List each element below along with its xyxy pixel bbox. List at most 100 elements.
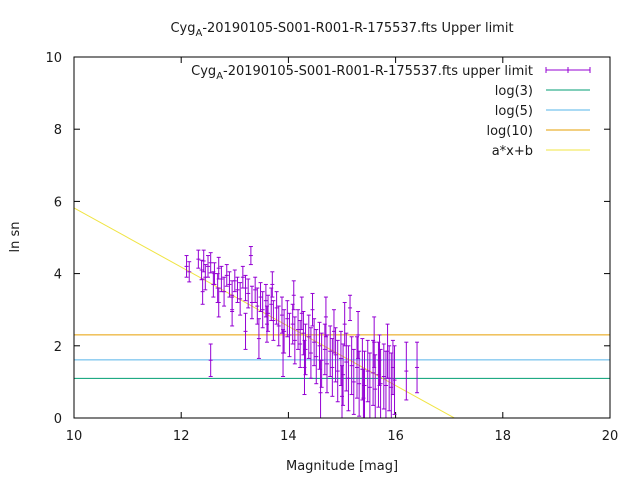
data-point [264,305,269,343]
data-point [302,339,307,396]
data-point [271,300,276,341]
data-point [357,350,362,417]
data-point [361,368,366,418]
data-point [230,296,235,327]
data-point [328,325,333,377]
data-point [346,345,351,412]
data-point [348,294,353,322]
fit-line [74,207,456,418]
data-point [344,332,349,392]
legend: CygA-20190105-S001-R001-R-175537.fts upp… [191,64,591,159]
data-point [235,276,240,303]
chart-title-text: CygA-20190105-S001-R001-R-175537.fts Upp… [170,21,513,39]
data-point [222,276,227,307]
y-tick-label: 2 [54,340,62,355]
data-point [206,255,210,278]
data-point [184,255,189,278]
x-axis-label: Magnitude [mag] [286,459,398,474]
data-point [246,278,251,309]
legend-label: log(10) [486,124,533,139]
data-point [248,246,253,266]
data-point [243,312,248,350]
data-point [187,261,192,283]
data-point [335,339,340,403]
y-tick-label: 6 [54,195,62,210]
y-tick-label: 8 [54,123,62,138]
data-point [274,291,279,325]
data-point [381,343,386,410]
plot-frame [73,56,611,419]
data-point [260,291,265,329]
data-point [372,316,377,368]
data-point [243,274,248,302]
data-point [238,282,243,316]
data-point [342,301,347,347]
data-point [296,309,301,350]
data-point [331,309,336,354]
data-point [224,264,229,287]
data-point [330,338,335,397]
data-point [377,334,382,387]
data-point [308,327,313,379]
data-point [365,339,370,403]
data-point [227,271,232,298]
data-point [367,352,372,418]
x-tick-label: 12 [173,429,190,444]
data-point [349,336,354,396]
data-points [184,246,420,418]
legend-swatch [545,67,591,73]
y-axis-label: ln sn [8,222,23,253]
data-point [318,359,323,418]
data-point [270,271,275,298]
data-point [299,296,304,331]
data-point [281,329,286,377]
data-point [371,339,376,406]
legend-label: CygA-20190105-S001-R001-R-175537.fts upp… [191,64,533,82]
data-point [240,265,245,289]
data-point [338,330,343,387]
data-point [256,318,261,359]
data-point [323,296,328,338]
legend-label: a*x+b [492,144,533,159]
x-tick-label: 10 [66,429,83,444]
data-point [253,276,258,303]
data-point [292,316,297,365]
data-point [404,341,409,401]
data-point [232,269,237,293]
data-point [196,249,201,269]
legend-label: log(3) [495,84,533,99]
data-point [208,343,213,377]
data-point [314,329,319,385]
x-tick-label: 14 [280,429,297,444]
x-tick-label: 20 [602,429,619,444]
y-tick-label: 0 [54,412,62,427]
data-point [279,296,284,334]
data-point [208,252,213,274]
data-point [276,305,281,347]
data-point [199,259,204,281]
chart-title: CygA-20190105-S001-R001-R-175537.fts Upp… [170,21,513,39]
data-point [324,334,329,394]
x-tick-label: 18 [495,429,512,444]
data-point [216,287,221,318]
data-point [287,312,292,358]
data-point [216,256,221,280]
data-point [291,280,296,311]
legend-label: log(5) [495,104,533,119]
data-point [390,339,395,396]
data-point [290,303,295,345]
data-point [200,278,205,305]
data-point [285,300,290,338]
x-tick-label: 16 [387,429,404,444]
data-point [351,348,356,415]
data-point [385,323,390,379]
data-point [317,321,322,370]
y-tick-label: 4 [54,268,62,283]
y-tick-label: 10 [45,51,62,66]
data-point [310,292,315,327]
data-point [258,282,263,313]
data-point [306,314,311,359]
data-point [415,341,420,394]
data-point [340,365,344,418]
